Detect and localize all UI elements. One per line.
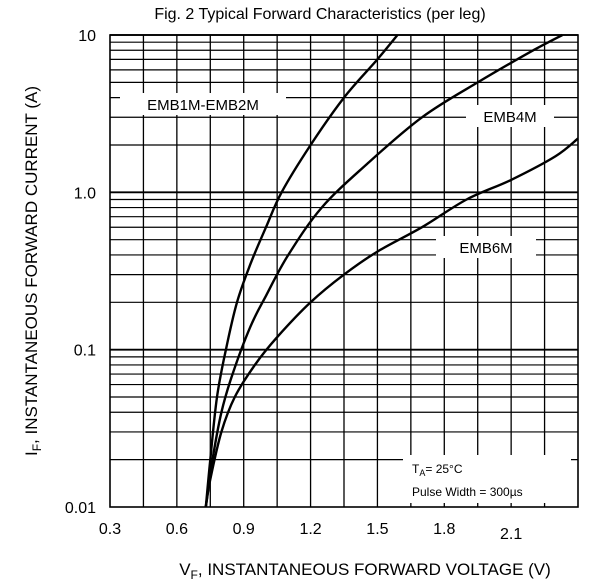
series-label: EMB6M — [459, 240, 512, 257]
x-tick-label: 0.9 — [233, 521, 255, 538]
x-tick-label: 0.6 — [166, 521, 188, 538]
ta-annotation: TA= 25°C — [412, 462, 463, 478]
series-line-0 — [204, 34, 399, 508]
series-label: EMB4M — [483, 109, 536, 126]
series-label-box — [466, 105, 554, 127]
x-tick-label: 0.3 — [99, 521, 121, 538]
series-label: EMB1M-EMB2M — [147, 97, 259, 114]
curves — [204, 33, 579, 508]
y-axis-label: IF, INSTANTANEOUS FORWARD CURRENT (A) — [22, 86, 44, 456]
conditions-note: TA= 25°C Pulse Width = 300µs — [403, 455, 571, 503]
tick-labels: 0.3 0.6 0.9 1.2 1.5 1.8 2.1 0.01 0.1 1.0 10 — [65, 28, 523, 543]
chart-title: Fig. 2 Typical Forward Characteristics (… — [154, 6, 485, 23]
series-line-1 — [204, 33, 563, 508]
x-tick-label: 1.5 — [366, 521, 388, 538]
y-tick-label: 1.0 — [74, 185, 96, 202]
series-label-box — [120, 93, 286, 115]
conditions-note-box — [403, 455, 571, 503]
y-tick-label: 0.01 — [65, 500, 96, 517]
x-tick-label: 2.1 — [500, 526, 522, 543]
x-axis-label: VF, INSTANTANEOUS FORWARD VOLTAGE (V) — [179, 560, 551, 582]
y-tick-label: 0.1 — [74, 343, 96, 360]
series-line-2 — [204, 137, 579, 508]
series-labels: EMB1M-EMB2M EMB4M EMB6M — [120, 93, 554, 258]
plot-frame — [109, 34, 579, 508]
x-tick-label: 1.8 — [433, 521, 455, 538]
x-tick-label: 1.2 — [299, 521, 321, 538]
series-label-box — [436, 236, 536, 258]
y-tick-label: 10 — [78, 28, 96, 45]
pulse-annotation: Pulse Width = 300µs — [412, 485, 523, 499]
